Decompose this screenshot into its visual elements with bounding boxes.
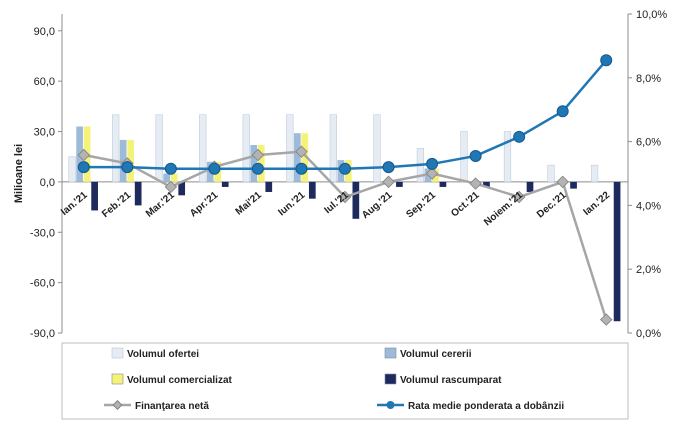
- x-tick-label: Ian.'22: [582, 189, 613, 217]
- legend-swatch: [384, 347, 397, 359]
- rate-point: [339, 162, 351, 175]
- x-tick-label: Apr.'21: [188, 189, 221, 219]
- x-tick-label: Dec.'21: [535, 189, 569, 220]
- rate-point: [556, 105, 569, 118]
- bar: [68, 156, 76, 183]
- x-tick-label: Iul.'21: [322, 189, 351, 216]
- net-financing-point: [77, 148, 90, 162]
- rate-point: [295, 162, 308, 175]
- net-financing-point: [425, 167, 439, 180]
- x-tick-label: Sep.'21: [404, 189, 438, 220]
- y2-tick-label: 8,0%: [636, 73, 661, 85]
- rate-point: [382, 161, 395, 174]
- bar: [293, 133, 301, 182]
- net-financing-point: [251, 148, 265, 162]
- x-tick-label: Oct.'21: [449, 189, 482, 219]
- bar: [163, 173, 171, 182]
- rate-point: [208, 162, 221, 175]
- x-tick-label: Noiem.'21: [482, 189, 525, 228]
- bar: [526, 181, 534, 192]
- x-tick-label: Mai'21: [234, 189, 265, 217]
- net-financing-point: [469, 177, 482, 190]
- legend-box: [61, 342, 629, 420]
- bar: [352, 181, 360, 219]
- rate-point: [77, 161, 90, 174]
- legend-label: Finanţarea netă: [135, 401, 209, 412]
- legend-label: Volumul comercializat: [127, 375, 233, 386]
- legend-label: Volumul rascumparat: [400, 375, 502, 386]
- legend-label: Volumul cererii: [400, 349, 472, 360]
- bar: [483, 181, 490, 187]
- rate-point: [121, 161, 134, 174]
- bar: [170, 173, 178, 182]
- y-tick-label: 0,0: [40, 177, 55, 189]
- bar: [329, 114, 337, 183]
- net-financing-point: [600, 313, 613, 326]
- net-financing-point: [164, 180, 178, 194]
- y2-tick-label: 2,0%: [636, 264, 661, 276]
- legend-swatch: [384, 373, 397, 385]
- bar: [199, 114, 207, 183]
- y-axis-label: Milioane lei: [13, 144, 25, 203]
- legend-swatch: [111, 373, 124, 385]
- legend-swatch: [111, 347, 124, 359]
- y-tick-label: 90,0: [34, 26, 55, 38]
- legend-label: Rata medie ponderata a dobânzii: [408, 401, 564, 412]
- x-tick-label: Aug.'21: [360, 189, 395, 221]
- bar: [178, 181, 186, 196]
- bar: [257, 144, 265, 182]
- y2-tick-label: 4,0%: [636, 200, 661, 212]
- bar: [613, 181, 621, 322]
- rate-point: [600, 54, 613, 67]
- bar: [221, 181, 229, 187]
- y2-tick-label: 10,0%: [636, 9, 667, 21]
- rate-point: [469, 149, 482, 162]
- rate-point: [164, 162, 177, 175]
- rate-point: [426, 157, 439, 170]
- bar: [250, 144, 258, 182]
- bar: [286, 114, 294, 183]
- bar: [570, 181, 577, 189]
- net-financing-point: [512, 190, 526, 204]
- bar: [439, 181, 447, 187]
- y2-tick-label: 0,0%: [636, 328, 661, 340]
- bar: [134, 181, 142, 206]
- x-tick-label: Feb.'21: [100, 189, 133, 220]
- x-tick-label: Ian.'21: [59, 189, 90, 217]
- bar: [308, 181, 316, 199]
- x-tick-label: Mar.'21: [144, 189, 177, 219]
- bar: [112, 114, 120, 183]
- bar: [301, 133, 309, 182]
- net-financing-point: [382, 175, 395, 189]
- rate-point: [513, 130, 526, 143]
- y-tick-label: -90,0: [30, 328, 55, 340]
- bar: [119, 139, 127, 182]
- net-financing-point: [338, 190, 352, 204]
- bar: [396, 181, 403, 187]
- legend-marker: [112, 400, 123, 410]
- bar: [547, 164, 555, 183]
- bar: [155, 114, 163, 183]
- y2-tick-label: 6,0%: [636, 137, 661, 149]
- rate-point: [251, 162, 264, 175]
- net-financing-point: [295, 145, 308, 158]
- legend-label: Volumul ofertei: [127, 349, 199, 360]
- net-financing-point: [556, 175, 569, 189]
- line-layer: [77, 54, 613, 326]
- legend-marker: [386, 401, 395, 409]
- y-tick-label: 60,0: [34, 76, 55, 88]
- x-tick-label: Iun.'21: [276, 189, 307, 218]
- bar: [265, 181, 273, 192]
- bar: [373, 114, 381, 183]
- y-tick-label: -30,0: [30, 227, 55, 239]
- y-tick-label: 30,0: [34, 127, 55, 139]
- legend: Volumul ofertei Volumul cererii Volumul co…: [61, 342, 629, 420]
- bar: [503, 131, 512, 183]
- bar: [590, 164, 599, 183]
- bar: [91, 181, 98, 211]
- y-tick-label: -60,0: [30, 278, 55, 290]
- bar: [242, 114, 250, 183]
